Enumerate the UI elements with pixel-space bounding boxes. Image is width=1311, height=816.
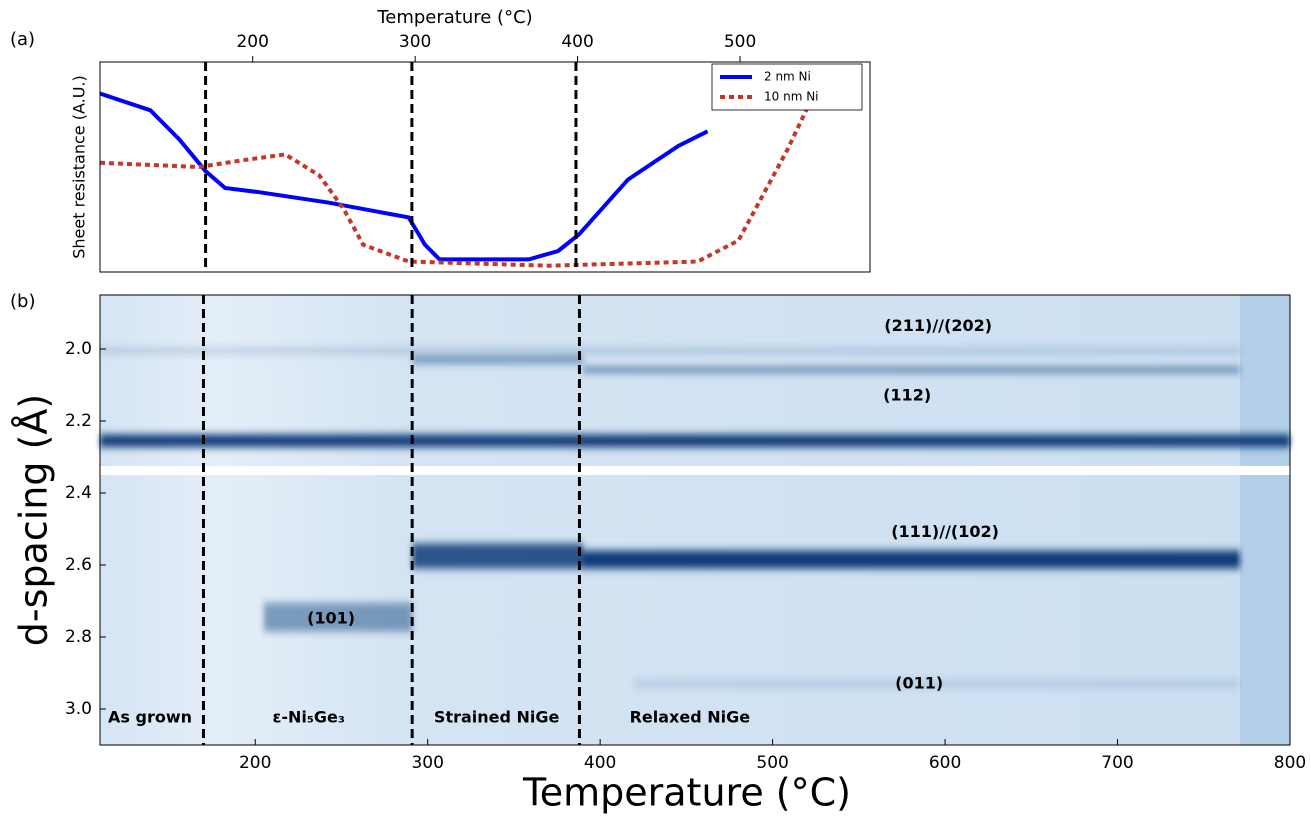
annotation: (101) xyxy=(307,609,355,628)
diffraction-band xyxy=(100,349,1240,353)
x-tick-label: 300 xyxy=(411,753,443,773)
x-tick-label: 200 xyxy=(239,753,271,773)
legend-label: 2 nm Ni xyxy=(764,70,811,84)
y-tick-label: 2.4 xyxy=(65,483,92,503)
diffraction-band xyxy=(583,368,1240,372)
x-tick-label: 700 xyxy=(1101,753,1133,773)
panel-label: (a) xyxy=(10,29,35,50)
diffraction-band xyxy=(100,435,1290,448)
legend-label: 10 nm Ni xyxy=(764,90,819,104)
y-tick-label: 2.0 xyxy=(65,339,92,359)
x-axis-label: Temperature (°C) xyxy=(522,771,851,815)
x-tick-label: 800 xyxy=(1274,753,1306,773)
x-tick-label: 400 xyxy=(561,32,593,52)
y-tick-label: 3.0 xyxy=(65,699,92,719)
diffraction-band xyxy=(412,356,583,363)
x-tick-label: 600 xyxy=(929,753,961,773)
x-axis-label: Temperature (°C) xyxy=(376,7,532,28)
y-tick-label: 2.6 xyxy=(65,555,92,575)
heatmap-background xyxy=(100,295,1290,745)
y-tick-label: 2.2 xyxy=(65,411,92,431)
detector-gap xyxy=(100,466,1290,475)
annotation: Strained NiGe xyxy=(434,708,560,727)
x-tick-label: 500 xyxy=(724,32,756,52)
diffraction-band xyxy=(583,551,1240,569)
figure: (a) Temperature (°C) Sheet resistance (A.U… xyxy=(0,0,1311,816)
annotation: (211)//(202) xyxy=(884,316,992,335)
y-tick-label: 2.8 xyxy=(65,627,92,647)
annotation: ε-Ni₅Ge₃ xyxy=(272,708,344,727)
y-axis-label: d-spacing (Å) xyxy=(12,394,56,646)
data-line xyxy=(100,94,708,260)
x-tick-label: 200 xyxy=(236,32,268,52)
annotation: (111)//(102) xyxy=(891,522,999,541)
annotation: (112) xyxy=(883,385,931,404)
detector-edge xyxy=(1240,295,1290,745)
annotation: (011) xyxy=(895,673,943,692)
annotation: As grown xyxy=(108,708,192,727)
panel-label: (b) xyxy=(10,291,35,312)
x-tick-label: 300 xyxy=(399,32,431,52)
y-axis-label: Sheet resistance (A.U.) xyxy=(70,75,89,259)
annotation: Relaxed NiGe xyxy=(630,708,751,727)
diffraction-band xyxy=(412,543,583,568)
